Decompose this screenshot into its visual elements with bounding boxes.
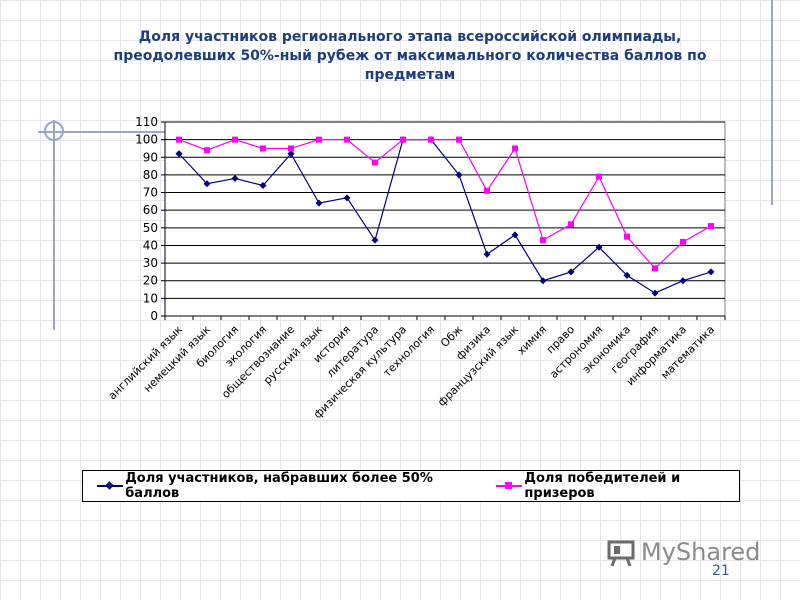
chart-title: Доля участников регионального этапа всер… [113, 29, 707, 83]
series-1-point-1 [203, 180, 211, 188]
series-2-point-10 [456, 136, 462, 143]
y-tick-label-4: 40 [143, 238, 158, 252]
series-2-point-15 [596, 173, 602, 180]
series-1-point-17 [651, 289, 659, 297]
series-2-point-4 [288, 145, 294, 152]
legend-key-square [496, 481, 523, 491]
series-2-point-18 [680, 238, 686, 245]
series-1-point-16 [623, 271, 631, 279]
series-1-point-3 [259, 181, 267, 189]
y-tick-label-6: 60 [143, 203, 158, 217]
legend-label-series-1: Доля участников, набравших более 50% бал… [125, 471, 433, 501]
x-tick-label-13: химия [515, 323, 549, 357]
series-line-2 [178, 139, 712, 270]
presentation-board-icon [607, 537, 637, 567]
y-tick-label-1: 10 [143, 291, 158, 305]
y-tick-label-5: 50 [143, 221, 158, 235]
series-2-point-17 [652, 265, 658, 272]
series-1-point-18 [679, 277, 687, 285]
series-2-point-19 [708, 223, 714, 230]
decorative-horizontal-line [38, 131, 193, 133]
series-2-point-7 [372, 159, 378, 166]
y-tick-label-0: 0 [150, 309, 158, 323]
series-2-point-13 [540, 237, 546, 244]
series-2-point-1 [204, 147, 210, 154]
chart-legend: Доля участников, набравших более 50% бал… [82, 470, 740, 502]
series-1-point-6 [343, 194, 351, 202]
plot-area [164, 121, 726, 317]
series-1-point-11 [483, 250, 491, 258]
legend-item-series-2: Доля победителей и призеров [496, 471, 739, 501]
y-tick-label-9: 90 [143, 150, 158, 164]
series-1-point-7 [371, 236, 379, 244]
y-tick-label-11: 110 [135, 115, 158, 129]
y-tick-label-2: 20 [143, 274, 158, 288]
series-2-point-8 [400, 136, 406, 143]
y-tick-label-3: 30 [143, 256, 158, 270]
decorative-circle [44, 121, 64, 141]
logo-text: MyShared [641, 538, 761, 566]
decorative-vertical-line [53, 120, 55, 330]
series-2-point-3 [260, 145, 266, 152]
series-2-point-12 [512, 145, 518, 152]
legend-key-diamond [97, 481, 123, 491]
series-1-point-13 [539, 277, 547, 285]
series-1-point-14 [567, 268, 575, 276]
legend-label-series-2: Доля победителей и призеров [524, 471, 681, 501]
page-number: 21 [712, 563, 730, 579]
y-tick-label-8: 80 [143, 168, 158, 182]
series-line-1 [178, 139, 712, 294]
series-2-point-9 [428, 136, 434, 143]
series-1-point-12 [511, 231, 519, 239]
series-2-point-16 [624, 233, 630, 240]
legend-item-series-1: Доля участников, набравших более 50% бал… [97, 471, 466, 501]
series-2-point-6 [344, 136, 350, 143]
series-1-point-0 [175, 150, 183, 158]
series-1-point-19 [707, 268, 715, 276]
series-1-point-2 [231, 174, 239, 182]
series-2-point-2 [232, 136, 238, 143]
series-1-point-10 [455, 171, 463, 179]
series-2-point-0 [176, 136, 182, 143]
y-tick-label-10: 100 [135, 133, 158, 147]
series-2-point-5 [316, 136, 322, 143]
myshared-logo: MyShared [607, 537, 760, 567]
series-2-point-14 [568, 221, 574, 228]
series-1-point-15 [595, 243, 603, 251]
series-2-point-11 [484, 187, 490, 194]
series-1-point-5 [315, 199, 323, 207]
series-1-point-4 [287, 150, 295, 158]
decorative-right-line [771, 0, 773, 205]
y-tick-label-7: 70 [143, 186, 158, 200]
